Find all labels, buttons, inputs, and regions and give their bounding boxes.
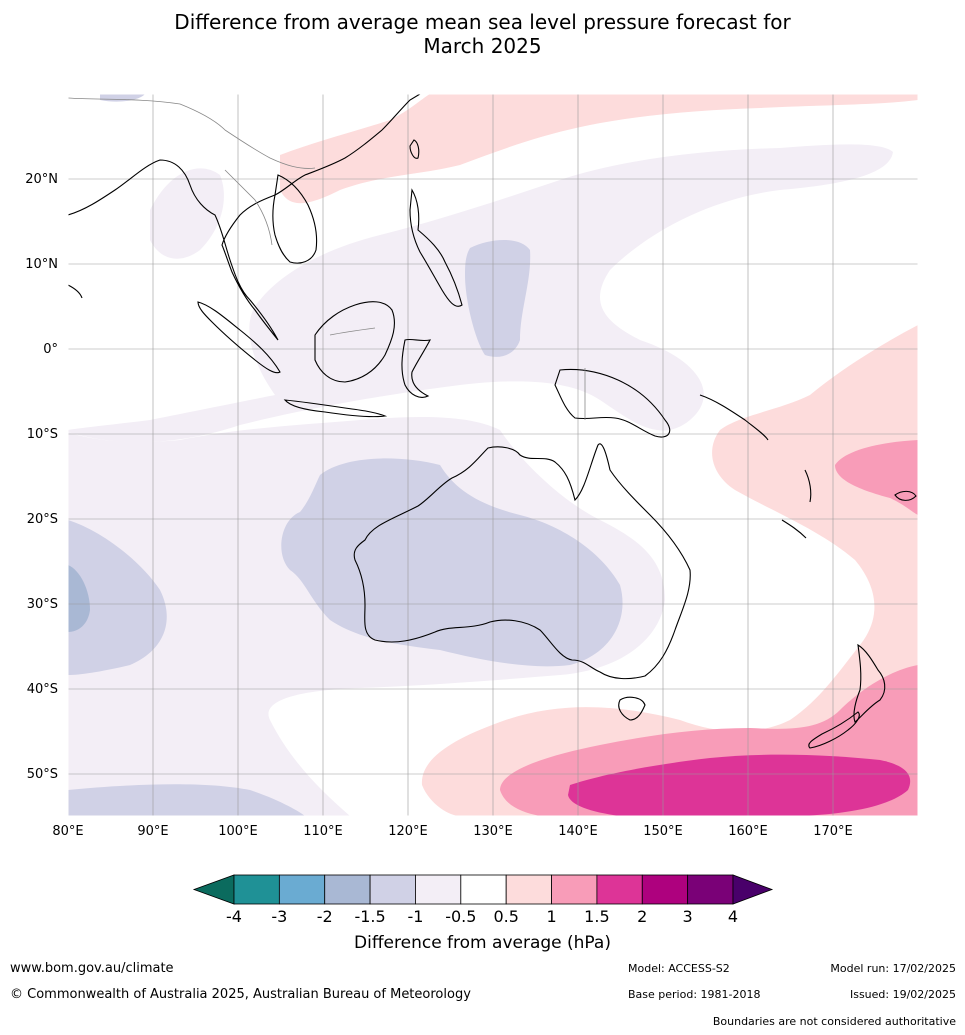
- lon-label-160e: 160°E: [728, 824, 768, 839]
- anomaly-region-05-1-north: [280, 94, 918, 204]
- colorbar-tick-label: 1.5: [584, 907, 609, 926]
- lon-label-80e: 80°E: [52, 824, 83, 839]
- country-borders: [68, 97, 586, 420]
- title-line-1: Difference from average mean sea level p…: [174, 10, 791, 34]
- lon-label-110e: 110°E: [303, 824, 343, 839]
- model-run-date: Model run: 17/02/2025: [830, 962, 956, 975]
- colorbar-label: Difference from average (hPa): [354, 933, 611, 953]
- longitude-labels: 80°E 90°E 100°E 110°E 120°E 130°E 140°E …: [52, 824, 852, 839]
- anomaly-region-minus1-minus05-north: [150, 168, 224, 259]
- colorbar-tick-label: 4: [728, 907, 738, 926]
- border-borneo: [329, 327, 376, 336]
- anomaly-region-minus15-minus1-north: [100, 94, 145, 102]
- anomaly-region-15-2-south: [568, 754, 911, 816]
- lon-label-120e: 120°E: [388, 824, 428, 839]
- anomaly-region-1-15-east: [835, 440, 918, 515]
- colorbar-tick-label: -0.5: [445, 907, 476, 926]
- philippines-coastline: [409, 188, 463, 307]
- lon-label-170e: 170°E: [813, 824, 853, 839]
- colorbar-cell: [687, 874, 734, 905]
- colorbar-cell: [415, 874, 462, 905]
- colorbar-tick-label: -4: [226, 907, 242, 926]
- anomaly-region-05-1-east: [421, 325, 918, 816]
- colorbar-tick-label: 1: [546, 907, 556, 926]
- colorbar-cell: [369, 874, 416, 905]
- lat-label-40s: 40°S: [27, 682, 58, 697]
- lat-label-30s: 30°S: [27, 597, 58, 612]
- base-period: Base period: 1981-2018: [628, 988, 761, 1001]
- latitude-labels: 20°N 10°N 0° 10°S 20°S 30°S 40°S 50°S: [25, 172, 58, 782]
- java-coastline: [283, 399, 388, 418]
- lon-label-90e: 90°E: [137, 824, 168, 839]
- lat-label-10s: 10°S: [27, 427, 58, 442]
- colorbar-extend-low: [192, 874, 235, 905]
- solomon-islands-coastline: [699, 394, 769, 441]
- colorbar-cell: [324, 874, 371, 905]
- colorbar-tick-label: 3: [683, 907, 693, 926]
- colorbar-tick-label: -1.5: [354, 907, 385, 926]
- new-zealand-south-coastline: [808, 711, 860, 749]
- lat-label-20n: 20°N: [25, 172, 58, 187]
- lat-label-10n: 10°N: [25, 257, 58, 272]
- colorbar-cell: [551, 874, 598, 905]
- colorbar-extend-high: [732, 874, 774, 905]
- colorbar-tick-label: -1: [407, 907, 423, 926]
- colorbar-tick-label: 0.5: [493, 907, 518, 926]
- colorbar-cell: [641, 874, 689, 905]
- issued-date: Issued: 19/02/2025: [849, 988, 956, 1001]
- boundaries-disclaimer: Boundaries are not considered authoritat…: [712, 1015, 956, 1028]
- border-indochina: [224, 169, 273, 246]
- colorbar-cell: [596, 874, 643, 905]
- lon-label-130e: 130°E: [473, 824, 513, 839]
- new-caledonia-coastline: [781, 519, 807, 539]
- lat-label-20s: 20°S: [27, 512, 58, 527]
- anomaly-region-minus15-minus1-philippines: [465, 240, 531, 357]
- title-line-2: March 2025: [423, 34, 542, 58]
- anomaly-region-minus15-minus1-west: [68, 520, 167, 675]
- indochina-coastline: [272, 174, 318, 264]
- fiji-coastline: [894, 490, 917, 501]
- map-field: [68, 94, 918, 816]
- new-guinea-coastline: [554, 368, 671, 438]
- border-mainland-asia: [68, 97, 316, 169]
- colorbar-cell: [460, 874, 507, 905]
- sumatra-coastline: [197, 301, 281, 374]
- colorbar-ticks: -4 -3 -2 -1.5 -1 -0.5 0.5 1 1.5 2 3 4: [226, 907, 738, 926]
- taiwan-coastline: [409, 139, 420, 159]
- tasmania-coastline: [618, 696, 646, 721]
- lon-label-140e: 140°E: [558, 824, 598, 839]
- chart-title: Difference from average mean sea level p…: [0, 10, 965, 58]
- vanuatu-coastline: [804, 469, 812, 503]
- anomaly-region-minus2-minus15: [68, 565, 90, 632]
- graticule: [67, 94, 918, 816]
- new-zealand-north-coastline: [853, 643, 886, 723]
- anomaly-region-minus15-minus1: [281, 458, 623, 667]
- pressure-anomaly-map: 20°N 10°N 0° 10°S 20°S 30°S 40°S 50°S 80…: [25, 93, 919, 839]
- lon-label-150e: 150°E: [643, 824, 683, 839]
- colorbar-cell: [278, 874, 326, 905]
- copyright-notice: © Commonwealth of Australia 2025, Austra…: [10, 987, 471, 1002]
- lon-label-100e: 100°E: [218, 824, 258, 839]
- colorbar-cell: [505, 874, 552, 905]
- model-name: Model: ACCESS-S2: [628, 962, 730, 975]
- anomaly-region-minus15-minus1-sw: [68, 784, 305, 816]
- lat-label-0: 0°: [43, 342, 58, 357]
- lat-label-50s: 50°S: [27, 767, 58, 782]
- site-url[interactable]: www.bom.gov.au/climate: [10, 961, 174, 976]
- colorbar-cell: [233, 874, 280, 905]
- australia-coastline: [353, 443, 691, 680]
- sri-lanka-coastline: [68, 284, 83, 299]
- colorbar-cells: [192, 874, 774, 905]
- map-frame: [67, 93, 919, 817]
- colorbar-tick-label: -2: [317, 907, 333, 926]
- colorbar-tick-label: 2: [637, 907, 647, 926]
- colorbar-tick-label: -3: [271, 907, 287, 926]
- borneo-coastline: [314, 301, 395, 383]
- mainland-asia-coastline: [68, 94, 421, 341]
- coastlines: [68, 94, 917, 749]
- sulawesi-coastline: [401, 338, 431, 398]
